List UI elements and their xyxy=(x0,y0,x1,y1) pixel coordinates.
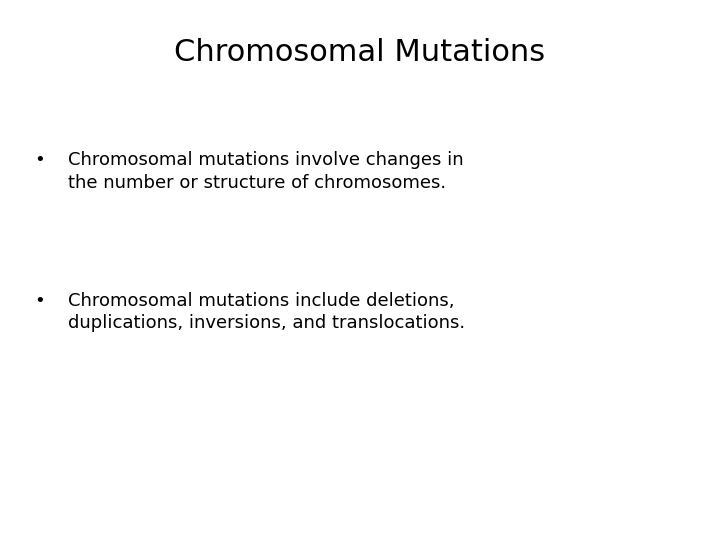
Text: •: • xyxy=(35,292,45,309)
Text: •: • xyxy=(35,151,45,169)
Text: Chromosomal Mutations: Chromosomal Mutations xyxy=(174,38,546,67)
Text: Chromosomal mutations involve changes in
the number or structure of chromosomes.: Chromosomal mutations involve changes in… xyxy=(68,151,464,192)
Text: Chromosomal mutations include deletions,
duplications, inversions, and transloca: Chromosomal mutations include deletions,… xyxy=(68,292,466,333)
